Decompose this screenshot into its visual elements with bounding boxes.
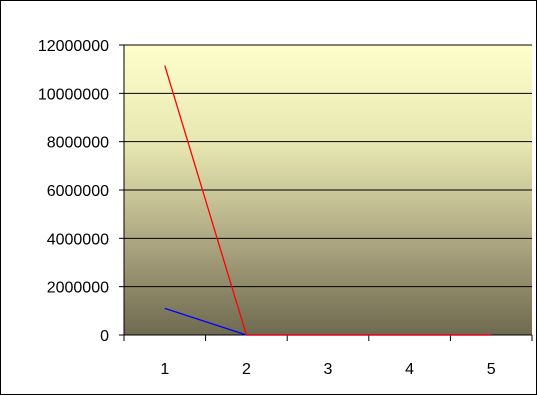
- y-tick-label: 8000000: [47, 135, 109, 152]
- x-tick-label: 4: [405, 361, 414, 378]
- y-axis-tick-labels: 0 2000000 4000000 6000000 8000000 10000000 120…: [38, 38, 109, 345]
- x-tick-label: 3: [324, 361, 333, 378]
- x-tick-label: 2: [242, 361, 251, 378]
- y-tick-label: 10000000: [38, 86, 109, 103]
- y-tick-label: 0: [100, 328, 109, 345]
- y-tick-label: 4000000: [47, 231, 109, 248]
- gridlines: [124, 44, 532, 288]
- x-tick-label: 5: [487, 361, 496, 378]
- series-line-2: [164, 65, 492, 336]
- x-axis-tick-labels: 1 2 3 4 5: [160, 361, 495, 378]
- y-tick-label: 2000000: [47, 280, 109, 297]
- series-lines: [164, 65, 492, 336]
- x-tick-label: 1: [160, 361, 169, 378]
- y-tick-label: 6000000: [47, 183, 109, 200]
- y-tick-label: 12000000: [38, 38, 109, 55]
